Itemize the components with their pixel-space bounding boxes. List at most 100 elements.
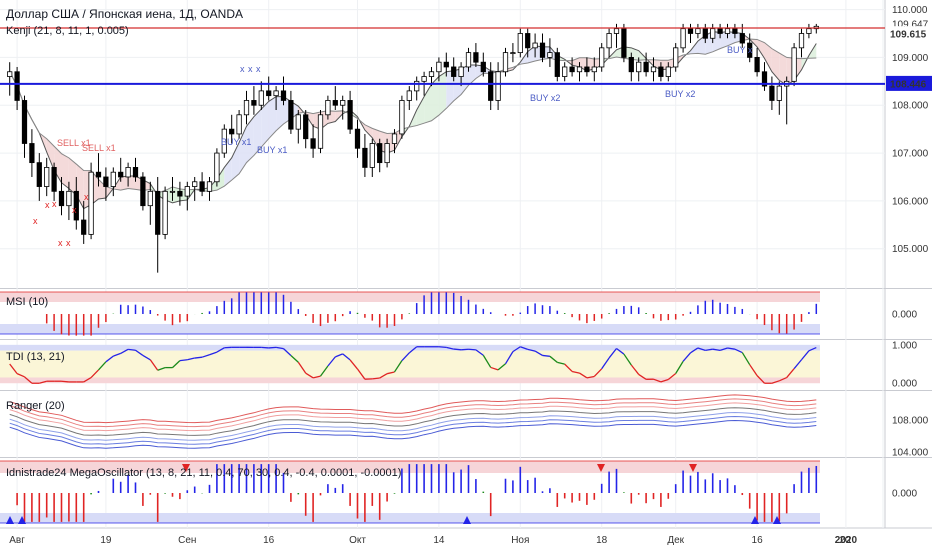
time-tick-label: 20 — [839, 535, 851, 546]
tdi-line-segment — [386, 371, 395, 375]
tdi-line-segment — [90, 369, 99, 379]
candle-body — [776, 85, 782, 101]
tdi-line-segment — [571, 370, 580, 374]
tdi-line-segment — [201, 354, 210, 358]
ma-band-segment — [98, 179, 106, 199]
ma-band-segment — [764, 42, 772, 72]
tdi-line-segment — [401, 352, 410, 362]
tdi-line-segment — [142, 354, 151, 361]
time-tick-label: 16 — [752, 535, 764, 546]
signal-marker: x — [52, 199, 57, 209]
indicator-label-kenji: Kenji (21, 8, 11, 1, 0.005) — [6, 25, 129, 37]
time-tick-label: 16 — [263, 535, 275, 546]
candle-body — [236, 114, 242, 135]
tdi-line-segment — [564, 363, 573, 372]
tdi-line-segment — [601, 357, 610, 370]
tdi-line-segment — [179, 359, 188, 362]
candle-body — [621, 28, 627, 58]
candle-body — [650, 66, 657, 73]
candle-body — [206, 181, 213, 192]
ma-band-segment — [438, 71, 447, 116]
candle-body — [29, 143, 35, 164]
mega-buy-arrow — [773, 516, 781, 524]
tdi-line-segment — [616, 347, 625, 355]
signal-label: BUY x2 — [665, 89, 695, 99]
mega-buy-arrow — [18, 516, 26, 524]
candle-body — [377, 143, 383, 164]
signal-marker: x — [240, 64, 245, 74]
ma-band-segment — [268, 96, 277, 139]
candle-body — [369, 143, 375, 168]
time-tick-label: 18 — [596, 535, 608, 546]
price-tick-label: 107.000 — [892, 149, 929, 160]
candle-body — [118, 171, 124, 178]
ma-band-segment — [246, 116, 254, 163]
tdi-line-segment — [630, 364, 640, 375]
candle-body — [95, 171, 102, 178]
tdi-line-segment — [475, 349, 484, 356]
time-tick-label: 19 — [100, 535, 112, 546]
tdi-line-segment — [461, 348, 469, 351]
tdi-line-segment — [105, 355, 114, 363]
candle-body — [295, 114, 301, 130]
candle-body — [251, 100, 257, 106]
candle-body — [606, 33, 612, 49]
tdi-line-segment — [297, 361, 307, 374]
price-tick-label: 105.000 — [892, 244, 929, 255]
tdi-line-segment — [275, 346, 284, 350]
tdi-line-segment — [194, 356, 203, 359]
level-tag-red-bg — [886, 26, 932, 42]
candle-body — [140, 176, 146, 207]
time-tick-label: Ноя — [511, 535, 529, 546]
time-tick-label: 14 — [433, 535, 445, 546]
ma-band-segment — [61, 153, 69, 189]
tdi-line-segment — [579, 372, 588, 379]
candle-body — [421, 76, 427, 82]
candle-body — [36, 162, 42, 187]
ma-band-segment — [120, 176, 129, 191]
candle-body — [591, 66, 597, 73]
mega-sell-arrow — [597, 464, 605, 472]
ma-band-segment — [416, 96, 425, 126]
candle-body — [613, 28, 620, 34]
candle-body — [628, 57, 634, 73]
ma-band-segment — [68, 157, 77, 196]
mega-buy-arrow — [463, 516, 471, 524]
candle-body — [280, 90, 287, 101]
candle-body — [414, 80, 420, 92]
tdi-line-segment — [128, 348, 136, 351]
candle-body — [465, 52, 472, 68]
ranger-band-line — [9, 398, 817, 428]
ma-band-segment — [727, 31, 735, 46]
candle-body — [273, 90, 279, 97]
ma-band-segment — [128, 176, 136, 190]
tdi-line-segment — [172, 360, 181, 369]
candle-body — [710, 28, 716, 39]
ma-band-segment — [224, 157, 232, 187]
ranger-tick-label: 108.000 — [892, 416, 929, 427]
ma-band-segment — [757, 39, 765, 59]
ma-band-segment — [239, 126, 247, 174]
candle-body — [724, 28, 731, 34]
signal-marker: x — [256, 64, 261, 74]
candle-body — [325, 100, 331, 116]
tdi-line-segment — [682, 352, 691, 362]
ma-band-segment — [253, 109, 262, 156]
candle-body — [44, 167, 50, 187]
candle-body — [399, 100, 405, 135]
candle-body — [310, 138, 316, 149]
candle-body — [584, 66, 590, 73]
candle-body — [58, 190, 65, 207]
candle-body — [599, 47, 605, 68]
tdi-line-segment — [261, 346, 269, 349]
tdi-line-segment — [113, 352, 121, 357]
tdi-line-segment — [393, 360, 403, 373]
mega-lower-band — [0, 513, 820, 523]
indicator-panes — [0, 291, 820, 524]
candle-body — [266, 90, 272, 97]
tdi-line-segment — [712, 348, 721, 352]
tdi-line-segment — [808, 346, 817, 352]
candle-body — [562, 66, 568, 77]
time-tick-label: Сен — [178, 535, 196, 546]
signal-marker: x — [72, 205, 77, 215]
